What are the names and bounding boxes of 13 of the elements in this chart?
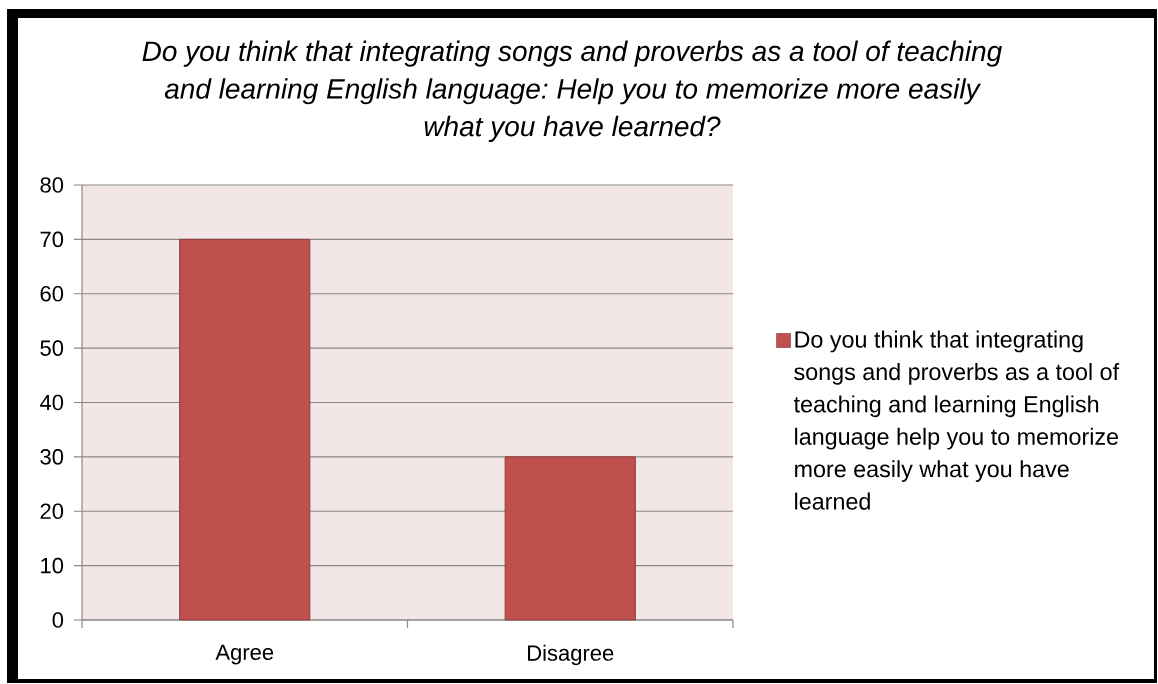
chart-title: Do you think that integrating songs and proverbs as a tool of teaching and learning English language: Help you to memorize more easily what you have learned? xyxy=(142,40,1002,142)
y-tick-label: 70 xyxy=(40,231,64,248)
legend-label: Do you think that integrating songs and proverbs as a tool of teaching and learning English language help you to memorize more easily what you have learned xyxy=(793,330,1120,510)
y-tick-label: 30 xyxy=(40,449,64,465)
y-tick-label: 40 xyxy=(39,394,64,411)
y-tick-label: 0 xyxy=(52,612,64,628)
y-tick-label: 20 xyxy=(40,503,64,520)
x-tick-label: Disagree xyxy=(528,644,614,666)
y-tick-label: 10 xyxy=(41,557,64,574)
x-tick-label: Agree xyxy=(215,644,274,665)
y-tick-label: 50 xyxy=(40,340,64,356)
y-tick-label: 60 xyxy=(40,285,64,302)
y-tick-label: 80 xyxy=(40,177,64,193)
